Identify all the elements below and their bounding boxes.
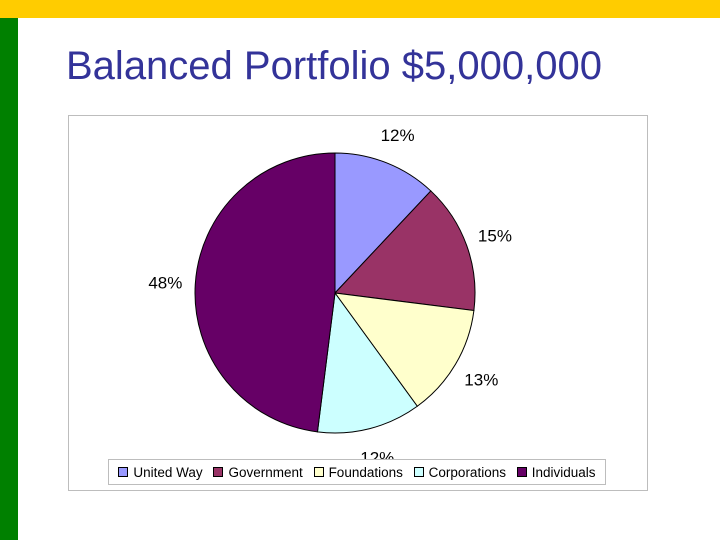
legend-item-corporations: Corporations [413, 464, 506, 480]
legend-swatch [313, 467, 324, 477]
legend-swatch [516, 467, 527, 477]
data-label-government: 15% [478, 226, 512, 245]
legend-item-individuals: Individuals [516, 464, 596, 480]
legend-label: Individuals [531, 464, 596, 480]
pie-slice-individuals [194, 152, 336, 433]
chart-legend: United Way Government Foundations Corporati… [108, 459, 606, 485]
legend-label: Foundations [328, 464, 403, 480]
slide-title: Balanced Portfolio $5,000,000 [66, 44, 602, 88]
pie-slice-corporations [316, 291, 418, 434]
data-label-foundations: 13% [464, 371, 498, 390]
pie-slice-united-way [334, 152, 432, 295]
left-accent-bar [0, 18, 18, 540]
legend-label: Government [228, 464, 303, 480]
legend-item-united-way: United Way [118, 464, 203, 480]
data-label-individuals: 48% [148, 273, 182, 292]
legend-item-government: Government [213, 464, 303, 480]
legend-swatch [213, 467, 224, 477]
pie-slice-government [333, 190, 476, 312]
data-label-united-way: 12% [381, 126, 415, 145]
legend-swatch [118, 467, 129, 477]
legend-label: United Way [133, 464, 203, 480]
pie-slice-foundations [333, 292, 475, 407]
top-accent-bar [0, 0, 720, 18]
legend-item-foundations: Foundations [313, 464, 403, 480]
legend-swatch [413, 467, 424, 477]
legend-label: Corporations [428, 464, 506, 480]
